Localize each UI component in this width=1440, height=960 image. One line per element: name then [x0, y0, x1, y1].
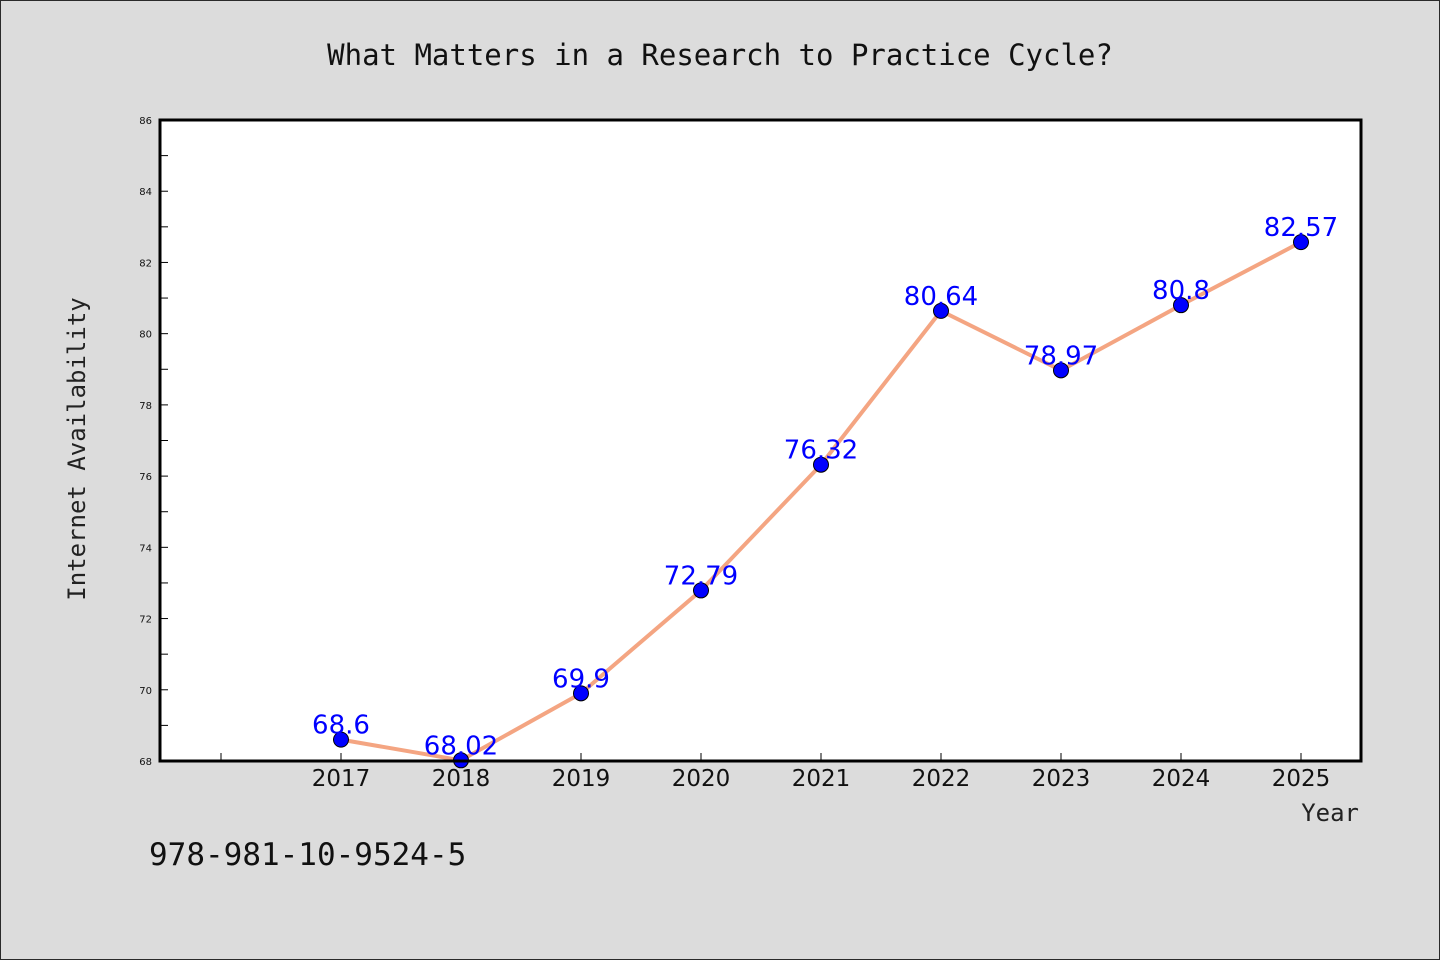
- isbn-footer: 978-981-10-9524-5: [149, 837, 466, 873]
- x-tick-label: 2022: [912, 766, 971, 792]
- x-tick-label: 2020: [672, 766, 731, 792]
- y-axis-ticks: 68 70 72 74 76 78 80 82 84 86: [139, 116, 168, 768]
- data-label: 80.8: [1152, 276, 1210, 306]
- data-point-marker: [1053, 362, 1069, 379]
- data-point-marker: [933, 302, 949, 319]
- x-tick-label: 2024: [1152, 766, 1211, 792]
- chart-title: What Matters in a Research to Practice C…: [327, 38, 1113, 72]
- data-label: 82.57: [1264, 213, 1338, 243]
- data-point-marker: [573, 685, 589, 702]
- x-tick-label: 2023: [1032, 766, 1091, 792]
- plot-frame: [158, 118, 1363, 763]
- y-tick-label: 82: [139, 258, 152, 269]
- y-tick-label: 72: [139, 615, 152, 626]
- data-labels-group: 68.6 68.02 69.9 72.79 76.32 80.64 78.97 80.8 82.…: [312, 213, 1338, 761]
- y-axis-label: Internet Availability: [63, 297, 91, 600]
- x-tick-label: 2018: [432, 766, 491, 792]
- data-point-marker: [333, 731, 349, 748]
- y-tick-label: 80: [139, 330, 152, 341]
- y-tick-label: 76: [139, 472, 152, 483]
- data-label: 69.9: [552, 664, 610, 694]
- x-tick-label: 2017: [312, 766, 371, 792]
- y-tick-label: 86: [139, 116, 152, 127]
- data-point-marker: [1293, 234, 1309, 251]
- data-label: 78.97: [1024, 341, 1098, 371]
- plot-area: [160, 120, 1361, 761]
- x-axis-ticks: 2017 2018 2019 2020 2021 2022 2023 2024 2025: [220, 753, 1331, 792]
- y-tick-label: 68: [139, 757, 152, 768]
- data-point-marker: [693, 582, 709, 599]
- data-label: 68.6: [312, 711, 370, 741]
- x-tick-label: 2019: [552, 766, 611, 792]
- data-label: 76.32: [784, 436, 858, 466]
- data-point-marker: [813, 456, 829, 473]
- y-tick-label: 70: [139, 686, 152, 697]
- series-line-group: [333, 234, 1309, 769]
- data-point-marker: [1173, 297, 1189, 314]
- x-tick-label: 2021: [792, 766, 851, 792]
- x-axis-label: Year: [1301, 799, 1359, 827]
- y-tick-label: 84: [139, 187, 152, 198]
- data-label: 80.64: [904, 282, 978, 312]
- data-label: 72.79: [664, 561, 738, 591]
- y-tick-label: 78: [139, 401, 152, 412]
- y-tick-label: 74: [139, 543, 152, 554]
- data-label: 68.02: [424, 731, 498, 761]
- x-tick-label: 2025: [1272, 766, 1331, 792]
